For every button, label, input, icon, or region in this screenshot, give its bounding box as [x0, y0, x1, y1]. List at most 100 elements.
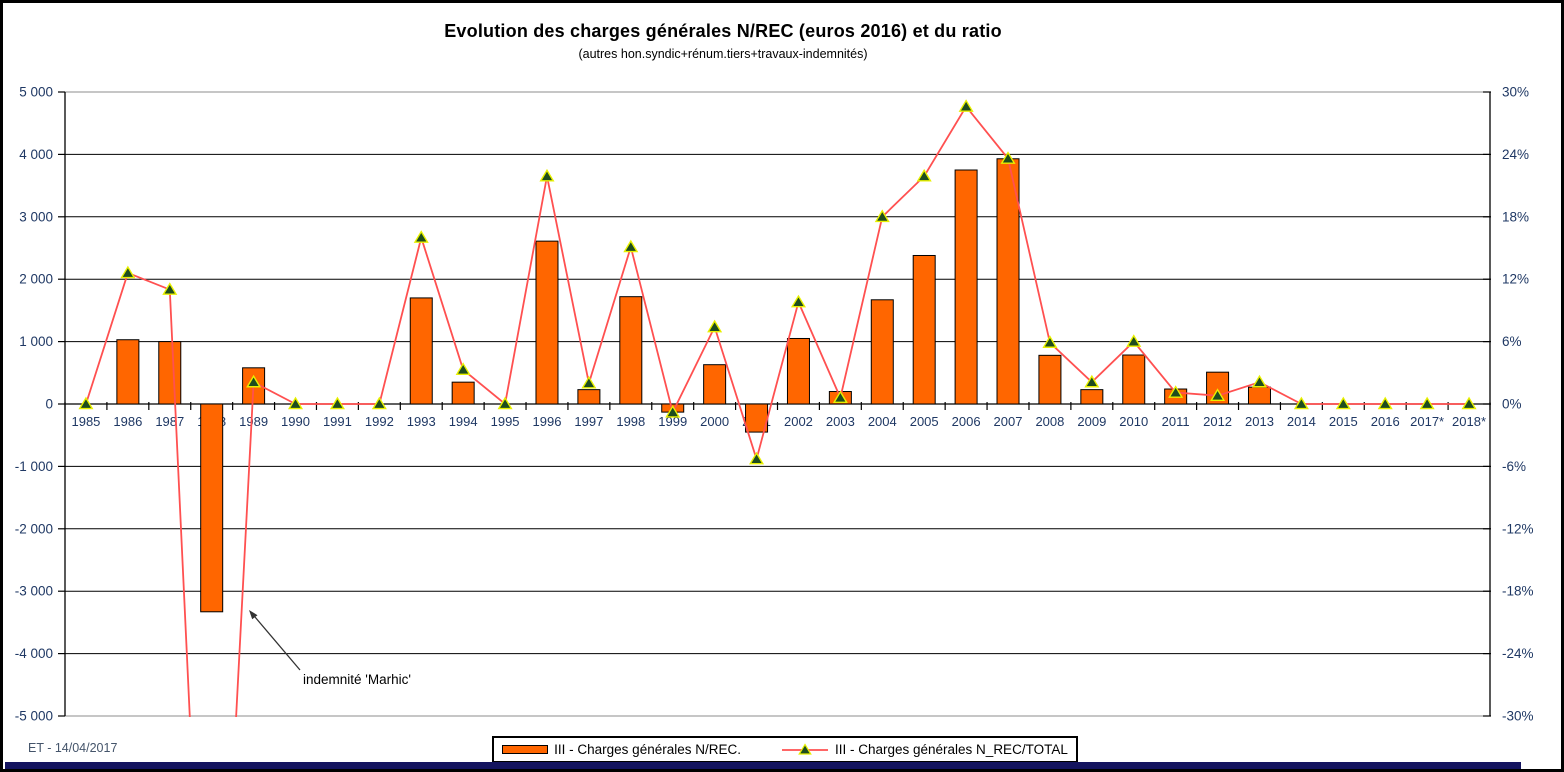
x-label-2018*: 2018*	[1452, 414, 1486, 429]
bars	[116, 158, 1271, 613]
left-axis-tick-label: 4 000	[19, 147, 53, 162]
x-label-2010: 2010	[1119, 414, 1148, 429]
legend-label-bar-series: III - Charges générales N/REC.	[554, 742, 741, 757]
ratio-marker-2002	[790, 294, 806, 308]
bar-1987	[158, 341, 182, 405]
ratio-marker-1994	[455, 362, 471, 375]
bar-1988	[200, 403, 224, 613]
x-label-2016: 2016	[1371, 414, 1400, 429]
ratio-marker-2010	[1126, 334, 1142, 347]
left-axis-tick-label: -5 000	[15, 709, 53, 724]
left-axis-tick-label: -2 000	[15, 521, 53, 536]
x-axis-labels: 1985198619871988198919901991199219931994…	[71, 414, 1486, 429]
ratio-marker-1990	[287, 396, 304, 410]
axes	[58, 91, 1491, 717]
x-label-1990: 1990	[281, 414, 310, 429]
ratio-marker-2015	[1335, 396, 1351, 410]
ratio-markers	[78, 99, 1477, 465]
ratio-marker-1995	[497, 396, 513, 410]
x-label-2000: 2000	[700, 414, 729, 429]
bar-2004	[870, 299, 894, 405]
x-label-1994: 1994	[449, 414, 478, 429]
ratio-marker-1989	[246, 374, 262, 388]
line-series-swatch-icon	[781, 743, 828, 755]
annotation-text: indemnité 'Marhic'	[303, 672, 411, 687]
ratio-line	[85, 104, 1470, 717]
bar-1993	[409, 297, 433, 405]
x-label-1985: 1985	[71, 414, 100, 429]
chart-canvas: 5 000 4 000 3 000 2 000 1 000 0 -1 000 -2 000 -3…	[15, 85, 1534, 724]
ratio-marker-1986	[120, 265, 136, 279]
ratio-marker-2004	[874, 209, 890, 223]
left-axis-tick-label: -4 000	[15, 646, 53, 661]
ratio-marker-2012	[1210, 388, 1226, 401]
chart-subtitle: (autres hon.syndic+rénum.tiers+travaux-i…	[578, 47, 868, 61]
footer-stamp: ET - 14/04/2017	[28, 741, 118, 755]
bottom-rule	[5, 762, 1521, 769]
legend-item-line-series: III - Charges générales N_REC/TOTAL	[781, 742, 1068, 757]
ratio-marker-2000	[707, 319, 723, 333]
right-axis-tick-label: 30%	[1502, 85, 1529, 100]
x-label-1995: 1995	[491, 414, 520, 429]
bar-2006	[954, 169, 978, 405]
x-label-2014: 2014	[1287, 414, 1316, 429]
x-label-1989: 1989	[239, 414, 268, 429]
x-label-2009: 2009	[1077, 414, 1106, 429]
right-axis-tick-label: 12%	[1502, 272, 1529, 287]
right-axis-tick-label: -18%	[1502, 584, 1534, 599]
gridlines	[65, 91, 1490, 717]
right-axis-tick-label: 6%	[1502, 334, 1522, 349]
bar-2010	[1122, 354, 1146, 405]
x-label-1997: 1997	[574, 414, 603, 429]
bar-1998	[619, 296, 643, 405]
bar-2013	[1247, 386, 1271, 405]
annotation: indemnité 'Marhic'	[249, 610, 411, 687]
x-label-1996: 1996	[533, 414, 562, 429]
x-label-2005: 2005	[910, 414, 939, 429]
ratio-marker-2017*	[1419, 396, 1435, 410]
ratio-marker-1992	[371, 396, 387, 410]
ratio-marker-1996	[539, 168, 555, 182]
ratio-marker-2008	[1042, 335, 1058, 348]
x-label-1991: 1991	[323, 414, 352, 429]
bar-2005	[912, 254, 936, 405]
ratio-marker-2013	[1251, 374, 1268, 388]
bar-1986	[116, 339, 140, 405]
right-axis-tick-label: -12%	[1502, 521, 1534, 536]
right-axis-tick-label: 0%	[1502, 397, 1522, 412]
ratio-marker-1997	[581, 375, 597, 389]
x-label-1999: 1999	[658, 414, 687, 429]
bar-2002	[786, 337, 810, 405]
bar-2008	[1038, 354, 1062, 405]
bar-2009	[1080, 389, 1104, 405]
title-block: Evolution des charges générales N/REC (e…	[3, 21, 1443, 61]
x-label-2013: 2013	[1245, 414, 1274, 429]
bar-series-swatch-icon	[502, 745, 549, 754]
ratio-marker-2001	[749, 451, 765, 465]
ratio-marker-2016	[1377, 396, 1393, 410]
ratio-marker-1987	[162, 282, 178, 295]
ratio-marker-2009	[1084, 374, 1100, 388]
ratio-marker-1999	[665, 404, 681, 418]
x-label-2007: 2007	[994, 414, 1023, 429]
x-label-2012: 2012	[1203, 414, 1232, 429]
ratio-marker-1998	[623, 239, 639, 253]
bar-1997	[577, 389, 601, 405]
x-label-2008: 2008	[1035, 414, 1064, 429]
left-axis-tick-label: 5 000	[19, 85, 53, 100]
x-label-2002: 2002	[784, 414, 813, 429]
left-axis-tick-label: -1 000	[15, 459, 53, 474]
x-label-2003: 2003	[826, 414, 855, 429]
x-label-2006: 2006	[952, 414, 981, 429]
right-axis-tick-label: -6%	[1502, 459, 1526, 474]
ratio-marker-2014	[1293, 396, 1309, 410]
x-label-2011: 2011	[1162, 414, 1190, 429]
right-axis-tick-label: -30%	[1502, 709, 1534, 724]
ratio-marker-1991	[329, 396, 345, 410]
bar-1994	[451, 381, 475, 405]
x-label-2004: 2004	[868, 414, 897, 429]
ratio-marker-1985	[78, 396, 94, 410]
right-axis-labels: 30% 24% 18% 12% 6% 0% -6% -12% -18% -24% -30%	[1502, 85, 1534, 724]
x-label-1987: 1987	[155, 414, 184, 429]
